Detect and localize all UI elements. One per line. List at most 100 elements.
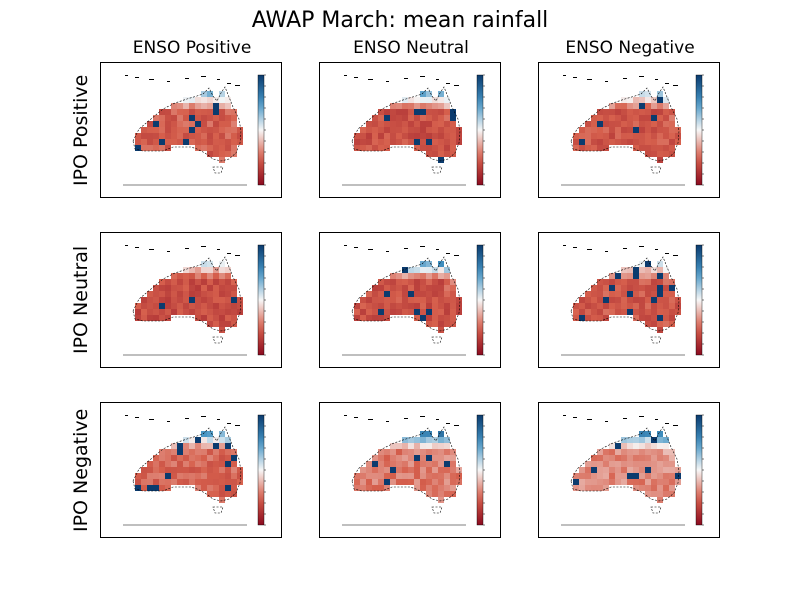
rainfall-cell: [651, 321, 657, 327]
rainfall-cell: [633, 127, 639, 133]
rainfall-cell: [444, 491, 450, 497]
map-panel: [100, 62, 282, 198]
island-mark: [446, 423, 450, 424]
rainfall-cell: [219, 115, 225, 121]
rainfall-cell: [645, 291, 651, 297]
rainfall-cell: [426, 321, 432, 327]
rainfall-cell: [609, 467, 615, 473]
rainfall-cell: [183, 103, 189, 109]
rainfall-cell: [177, 479, 183, 485]
rainfall-cell: [213, 297, 219, 303]
rainfall-cell: [633, 297, 639, 303]
rainfall-cell: [633, 97, 639, 103]
rainfall-cell: [444, 467, 450, 473]
rainfall-cell: [603, 291, 609, 297]
rainfall-cell: [438, 431, 444, 437]
rainfall-cell: [378, 467, 384, 473]
rainfall-cell: [402, 109, 408, 115]
rainfall-cell: [408, 103, 414, 109]
rainfall-cell: [159, 455, 165, 461]
rainfall-cell: [420, 115, 426, 121]
rainfall-cell: [372, 485, 378, 491]
rainfall-cell: [165, 297, 171, 303]
rainfall-cell: [207, 303, 213, 309]
rainfall-cell: [663, 139, 669, 145]
rainfall-cell: [420, 291, 426, 297]
rainfall-cell: [390, 443, 396, 449]
island-mark: [125, 75, 128, 76]
map-panel: [538, 62, 720, 198]
rainfall-cell: [621, 297, 627, 303]
rainfall-cell: [579, 309, 585, 315]
rainfall-cell: [231, 479, 237, 485]
rainfall-cell: [225, 473, 231, 479]
rainfall-cell: [165, 303, 171, 309]
rainfall-cell: [225, 461, 231, 467]
rainfall-cell: [639, 431, 645, 437]
rainfall-cell: [663, 115, 669, 121]
rainfall-cell: [432, 103, 438, 109]
rainfall-cell: [573, 473, 579, 479]
rainfall-cell: [615, 467, 621, 473]
rainfall-cell: [645, 443, 651, 449]
rainfall-cell: [432, 315, 438, 321]
island-mark: [386, 251, 389, 252]
rainfall-cell: [165, 109, 171, 115]
rainfall-cell: [141, 309, 147, 315]
rainfall-cell: [219, 133, 225, 139]
island-mark: [125, 245, 128, 246]
rainfall-cell: [450, 285, 456, 291]
rainfall-cell: [585, 473, 591, 479]
rainfall-cell: [669, 473, 675, 479]
rainfall-cell: [153, 467, 159, 473]
rainfall-cell: [201, 437, 207, 443]
rainfall-cell: [396, 133, 402, 139]
rainfall-cell: [159, 297, 165, 303]
rainfall-cell: [633, 121, 639, 127]
rainfall-cell: [231, 461, 237, 467]
rainfall-cell: [231, 279, 237, 285]
rainfall-cell: [675, 473, 681, 479]
rainfall-cell: [444, 145, 450, 151]
rainfall-cell: [426, 127, 432, 133]
rainfall-cell: [396, 443, 402, 449]
rainfall-cell: [444, 279, 450, 285]
rainfall-cell: [141, 145, 147, 151]
rainfall-cell: [420, 303, 426, 309]
rainfall-cell: [213, 479, 219, 485]
rainfall-cell: [426, 437, 432, 443]
rainfall-cell: [390, 109, 396, 115]
rainfall-cell: [366, 309, 372, 315]
rainfall-cell: [159, 485, 165, 491]
rainfall-cell: [177, 103, 183, 109]
rainfall-cell: [432, 139, 438, 145]
rainfall-cell: [444, 103, 450, 109]
rainfall-cell: [657, 115, 663, 121]
rainfall-cell: [384, 473, 390, 479]
rainfall-cell: [579, 297, 585, 303]
rainfall-cell: [597, 467, 603, 473]
rainfall-cell: [645, 449, 651, 455]
rainfall-cell: [579, 127, 585, 133]
rainfall-cell: [408, 473, 414, 479]
island-mark: [436, 249, 439, 250]
rainfall-cell: [189, 273, 195, 279]
rainfall-cell: [615, 291, 621, 297]
rainfall-cell: [141, 303, 147, 309]
rainfall-cell: [231, 121, 237, 127]
rainfall-cell: [645, 121, 651, 127]
rainfall-cell: [414, 273, 420, 279]
rainfall-cell: [372, 127, 378, 133]
rainfall-cell: [213, 443, 219, 449]
rainfall-cell: [597, 449, 603, 455]
rainfall-cell: [219, 291, 225, 297]
rainfall-cell: [372, 467, 378, 473]
rainfall-cell: [396, 273, 402, 279]
rainfall-cell: [135, 479, 141, 485]
rainfall-cell: [396, 467, 402, 473]
rainfall-cell: [633, 309, 639, 315]
rainfall-cell: [627, 115, 633, 121]
rainfall-cell: [444, 273, 450, 279]
rainfall-cell: [585, 315, 591, 321]
rainfall-cell: [396, 109, 402, 115]
